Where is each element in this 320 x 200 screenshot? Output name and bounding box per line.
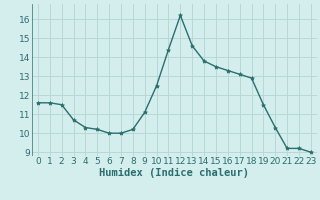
X-axis label: Humidex (Indice chaleur): Humidex (Indice chaleur): [100, 168, 249, 178]
